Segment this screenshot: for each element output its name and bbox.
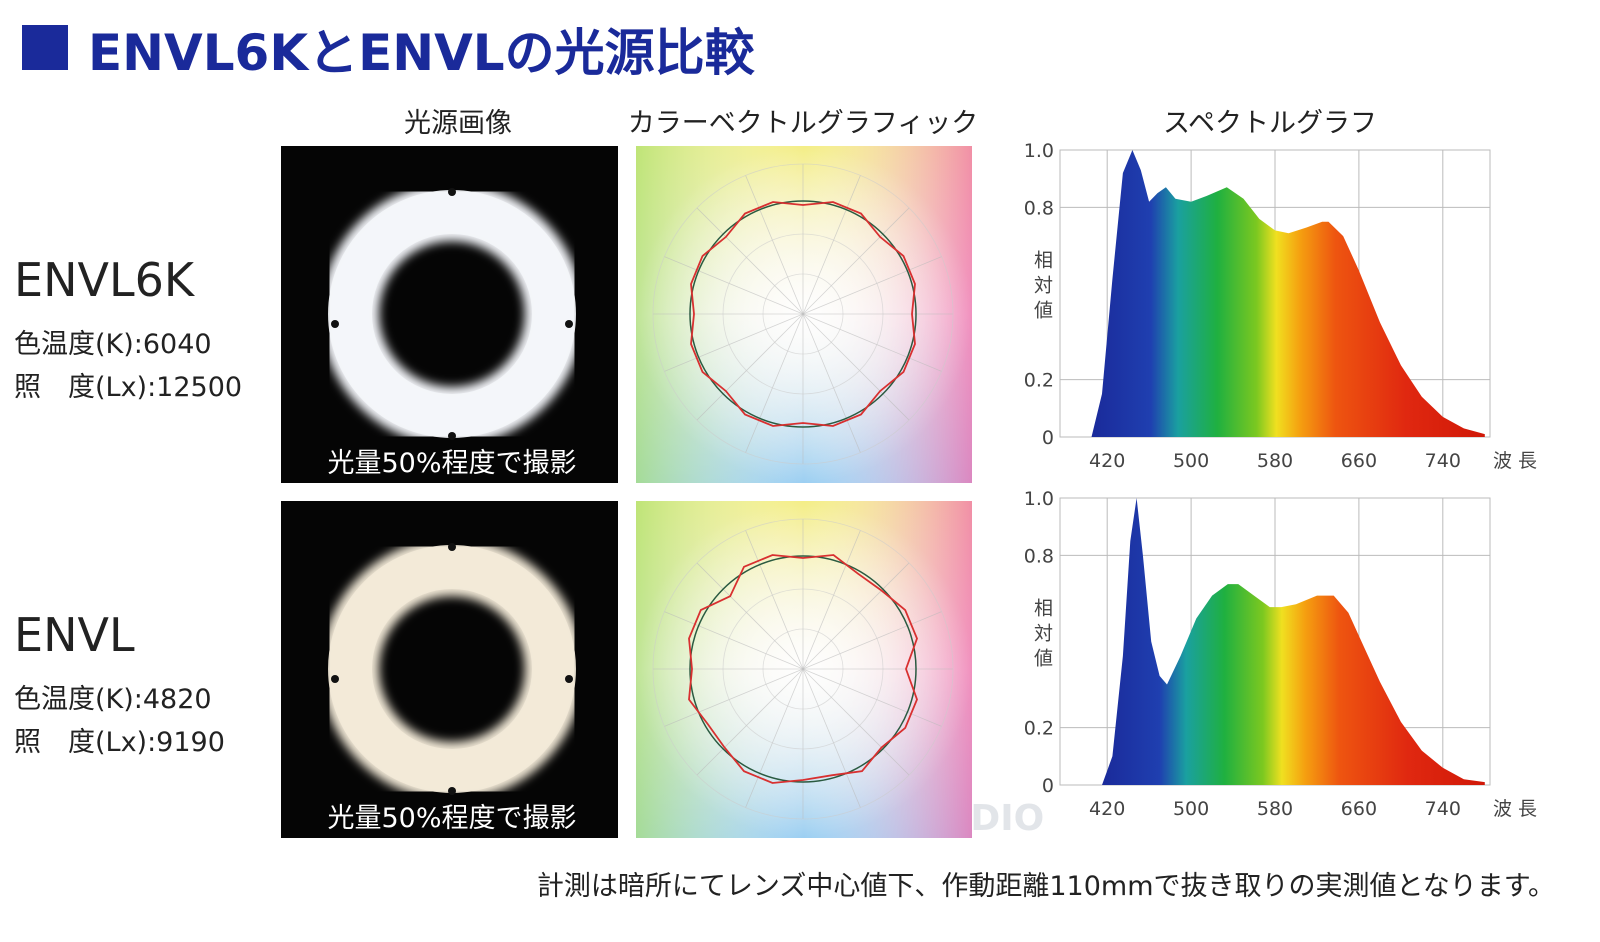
y-tick-label: 0: [1042, 775, 1054, 797]
product-name: ENVL6K: [14, 253, 196, 307]
vector-spoke: [745, 175, 804, 315]
ring-dot: [331, 320, 339, 328]
ring-dot: [448, 787, 456, 795]
vector-spoke: [802, 611, 942, 670]
spectrum-area: [1102, 498, 1485, 785]
vector-ring: [762, 273, 844, 355]
vector-reference: [689, 555, 917, 783]
ring-dot: [448, 432, 456, 440]
vector-reference: [689, 200, 917, 428]
x-tick-label: 580: [1257, 450, 1293, 472]
vector-spoke: [696, 562, 804, 670]
vector-ring: [722, 233, 884, 395]
vector-ring: [762, 628, 844, 710]
x-tick-label: 660: [1341, 798, 1377, 820]
footnote: 計測は暗所にてレンズ中心値下、作動距離110mmで抜き取りの実測値となります。: [537, 871, 1555, 902]
x-tick-label: 420: [1089, 798, 1125, 820]
vector-ring: [652, 163, 954, 465]
ring-dot: [331, 675, 339, 683]
spectrum-area: [1091, 150, 1485, 437]
vector-spoke: [664, 313, 804, 372]
x-tick-label: 740: [1425, 798, 1461, 820]
y-tick-label: 1.0: [1024, 488, 1054, 510]
ring-dot: [565, 320, 573, 328]
y-tick-label: 0.8: [1024, 545, 1054, 567]
vector-spoke: [802, 668, 910, 776]
y-tick-label: 0.8: [1024, 197, 1054, 219]
vector-spoke: [745, 530, 804, 670]
ring-dot: [448, 543, 456, 551]
y-tick-label: 1.0: [1024, 140, 1054, 162]
y-axis-label: 相対値: [1031, 598, 1053, 673]
vector-spoke: [802, 256, 942, 315]
vector-ring: [652, 518, 954, 820]
vector-spoke: [696, 668, 804, 776]
vector-spoke: [802, 562, 910, 670]
y-tick-label: 0: [1042, 427, 1054, 449]
x-tick-label: 740: [1425, 450, 1461, 472]
color-temperature: 色温度(K):6040: [14, 329, 212, 360]
title: ENVL6KとENVLの光源比較: [88, 24, 756, 82]
vector-ring: [722, 588, 884, 750]
column-header: スペクトルグラフ: [1163, 108, 1377, 139]
vector-spoke: [802, 668, 942, 727]
vector-spoke: [745, 313, 804, 453]
vector-spoke: [745, 668, 804, 808]
ring-dot: [448, 188, 456, 196]
vector-spoke: [696, 207, 804, 315]
x-tick-label: 500: [1173, 798, 1209, 820]
x-tick-label: 420: [1089, 450, 1125, 472]
x-tick-label: 580: [1257, 798, 1293, 820]
ring-dot: [565, 675, 573, 683]
vector-spoke: [802, 313, 910, 421]
product-name: ENVL: [14, 608, 135, 662]
photo-caption: 光量50%程度で撮影: [327, 448, 576, 479]
column-header: カラーベクトルグラフィック: [628, 108, 978, 139]
y-tick-label: 0.2: [1024, 718, 1054, 740]
illuminance: 照 度(Lx):9190: [14, 727, 225, 758]
x-axis-label: 波長: [1493, 798, 1543, 820]
x-tick-label: 500: [1173, 450, 1209, 472]
vector-spoke: [802, 313, 942, 372]
vector-spoke: [696, 313, 804, 421]
vector-spoke: [664, 256, 804, 315]
illuminance: 照 度(Lx):12500: [14, 372, 242, 403]
x-axis-label: 波長: [1493, 450, 1543, 472]
ring: [328, 545, 576, 793]
vector-measured: [690, 201, 916, 427]
color-temperature: 色温度(K):4820: [14, 684, 212, 715]
vector-measured: [688, 554, 918, 784]
vector-spoke: [802, 207, 910, 315]
ring: [328, 190, 576, 438]
vector-spoke: [802, 668, 861, 808]
vector-spoke: [802, 175, 861, 315]
photo-caption: 光量50%程度で撮影: [327, 803, 576, 834]
vector-spoke: [664, 611, 804, 670]
title-marker: [22, 25, 68, 70]
column-header: 光源画像: [404, 108, 512, 139]
vector-spoke: [664, 668, 804, 727]
x-tick-label: 660: [1341, 450, 1377, 472]
y-tick-label: 0.2: [1024, 370, 1054, 392]
y-axis-label: 相対値: [1031, 250, 1053, 325]
vector-spoke: [802, 313, 861, 453]
vector-spoke: [802, 530, 861, 670]
